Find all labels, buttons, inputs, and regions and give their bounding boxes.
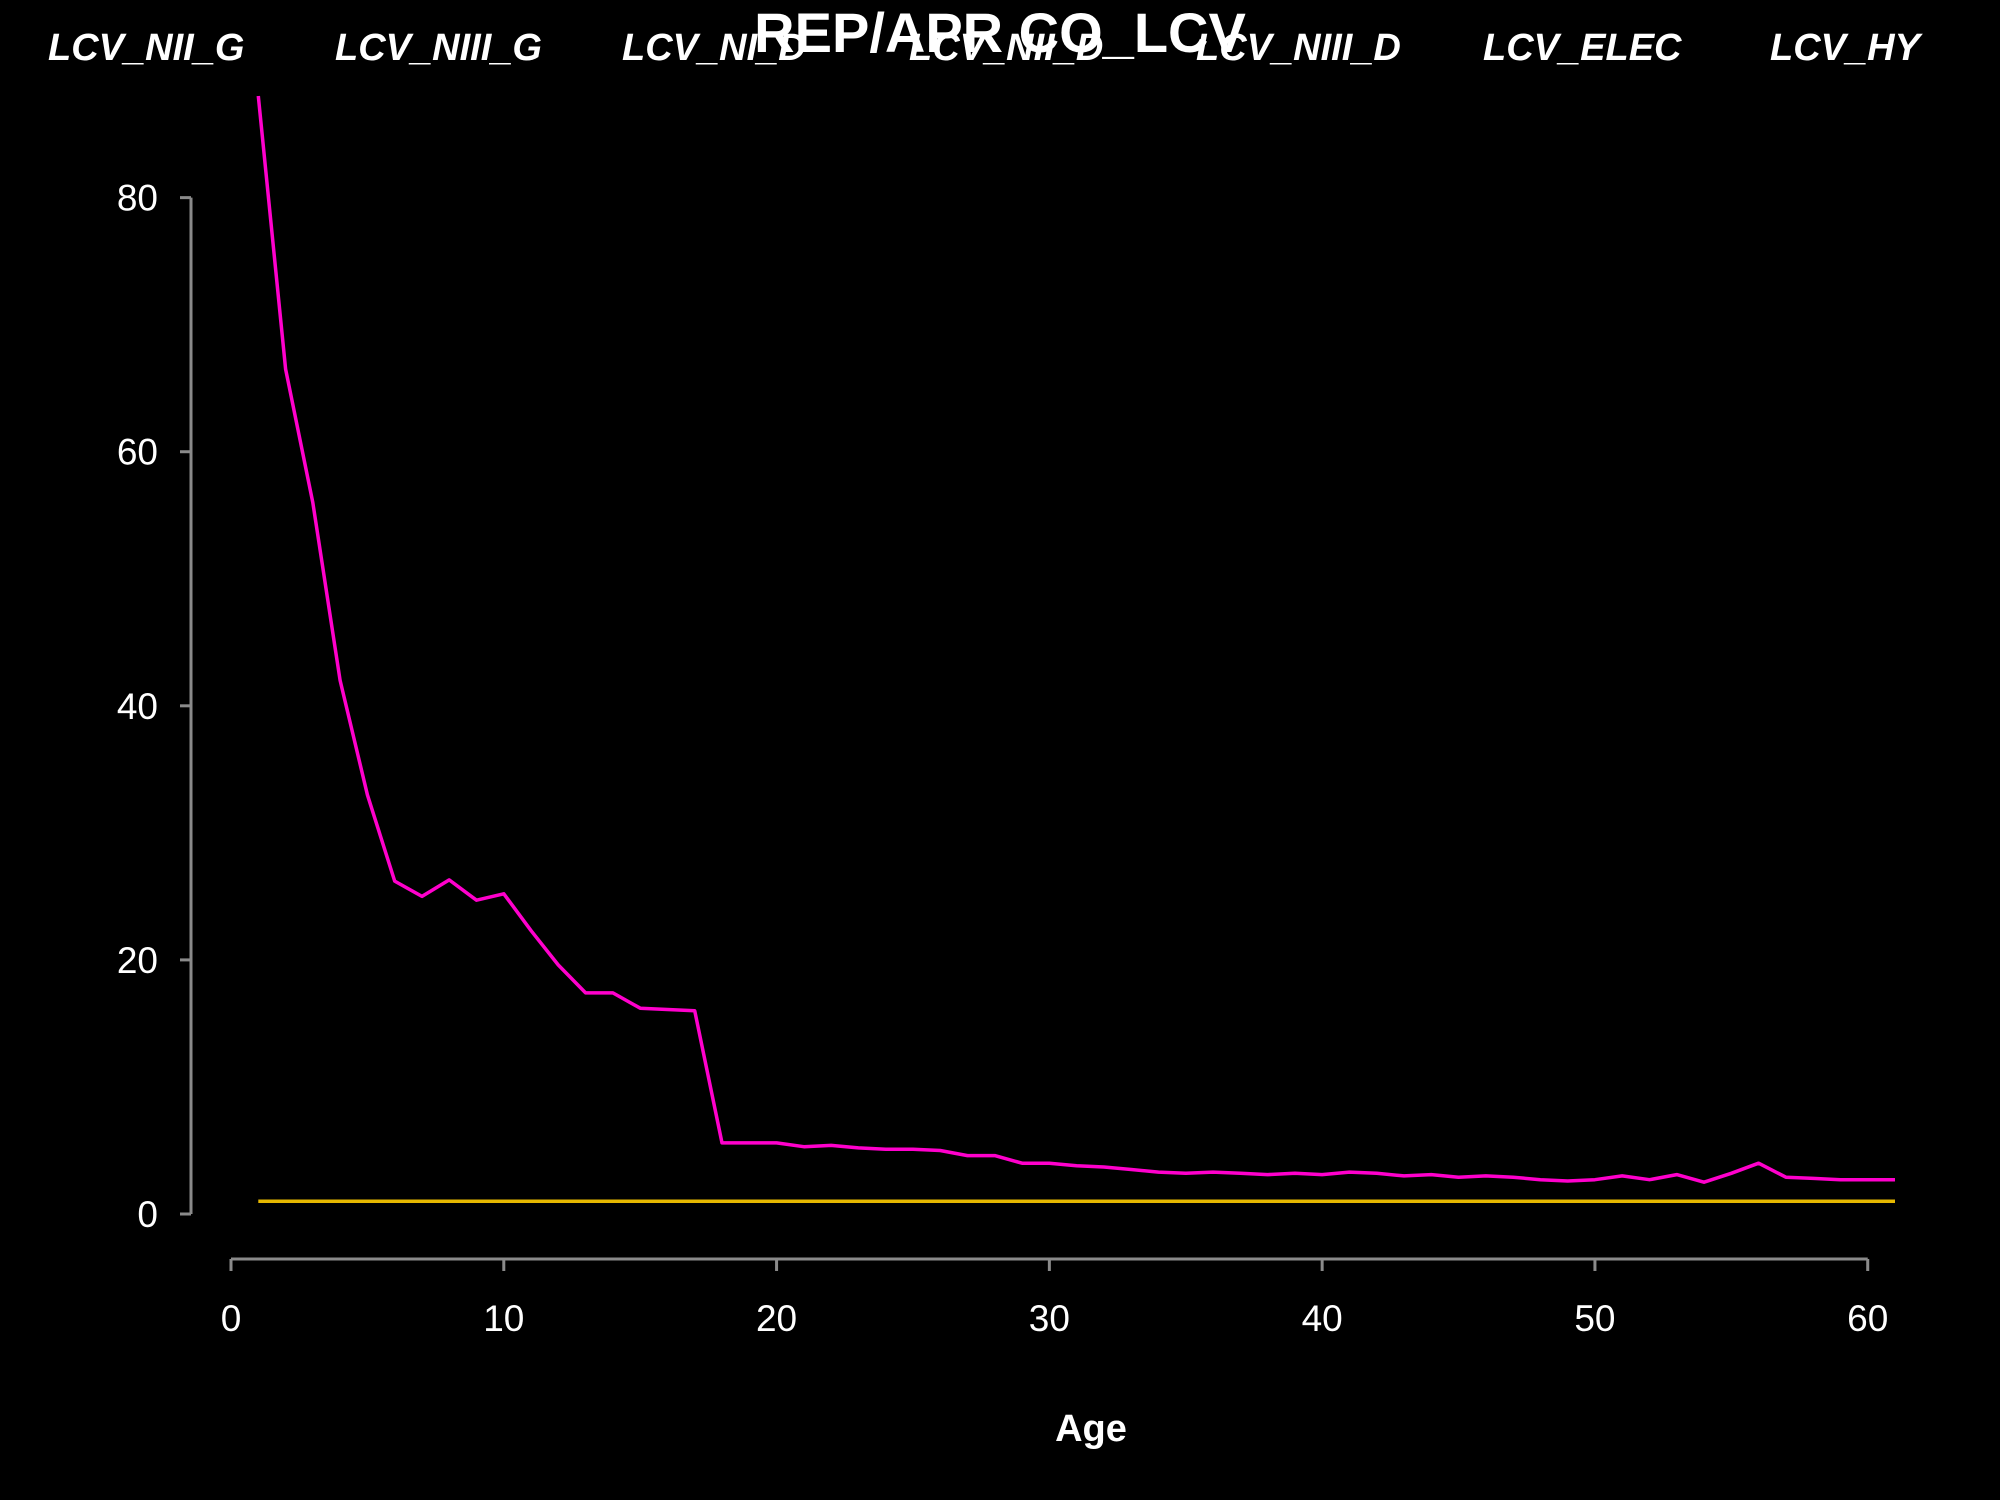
x-tick-label: 50: [1574, 1298, 1615, 1339]
legend-item: LCV_HY: [1770, 27, 1924, 69]
y-tick-label: 20: [117, 940, 158, 981]
x-tick-label: 0: [221, 1298, 242, 1339]
x-tick-label: 30: [1029, 1298, 1070, 1339]
legend: LCV_NII_G LCV_NIII_G LCV_NI_D LCV_NII_D LCV_…: [48, 27, 1924, 69]
x-tick-label: 40: [1302, 1298, 1343, 1339]
x-tick-label: 20: [756, 1298, 797, 1339]
legend-item: LCV_NIII_G: [335, 27, 542, 69]
y-tick-label: 80: [117, 178, 158, 219]
x-axis: 0 10 20 30 40 50 60: [221, 1257, 1888, 1339]
x-axis-label: Age: [1055, 1408, 1127, 1450]
y-tick-label: 60: [117, 432, 158, 473]
chart-title: REP/APR CO_LCV: [754, 1, 1246, 64]
legend-item: LCV_NIII_D: [1196, 27, 1401, 69]
series-layer: [256, 95, 1895, 1204]
y-axis: 0 20 40 60 80: [117, 178, 193, 1235]
series-line: [256, 95, 1895, 1184]
legend-item: LCV_NII_G: [48, 27, 244, 69]
legend-item: LCV_NII_D: [909, 27, 1103, 69]
x-tick-label: 10: [483, 1298, 524, 1339]
legend-item: LCV_NI_D: [622, 27, 806, 69]
x-tick-label: 60: [1847, 1298, 1888, 1339]
legend-item: LCV_ELEC: [1483, 27, 1682, 69]
y-tick-label: 0: [137, 1194, 158, 1235]
y-tick-label: 40: [117, 686, 158, 727]
